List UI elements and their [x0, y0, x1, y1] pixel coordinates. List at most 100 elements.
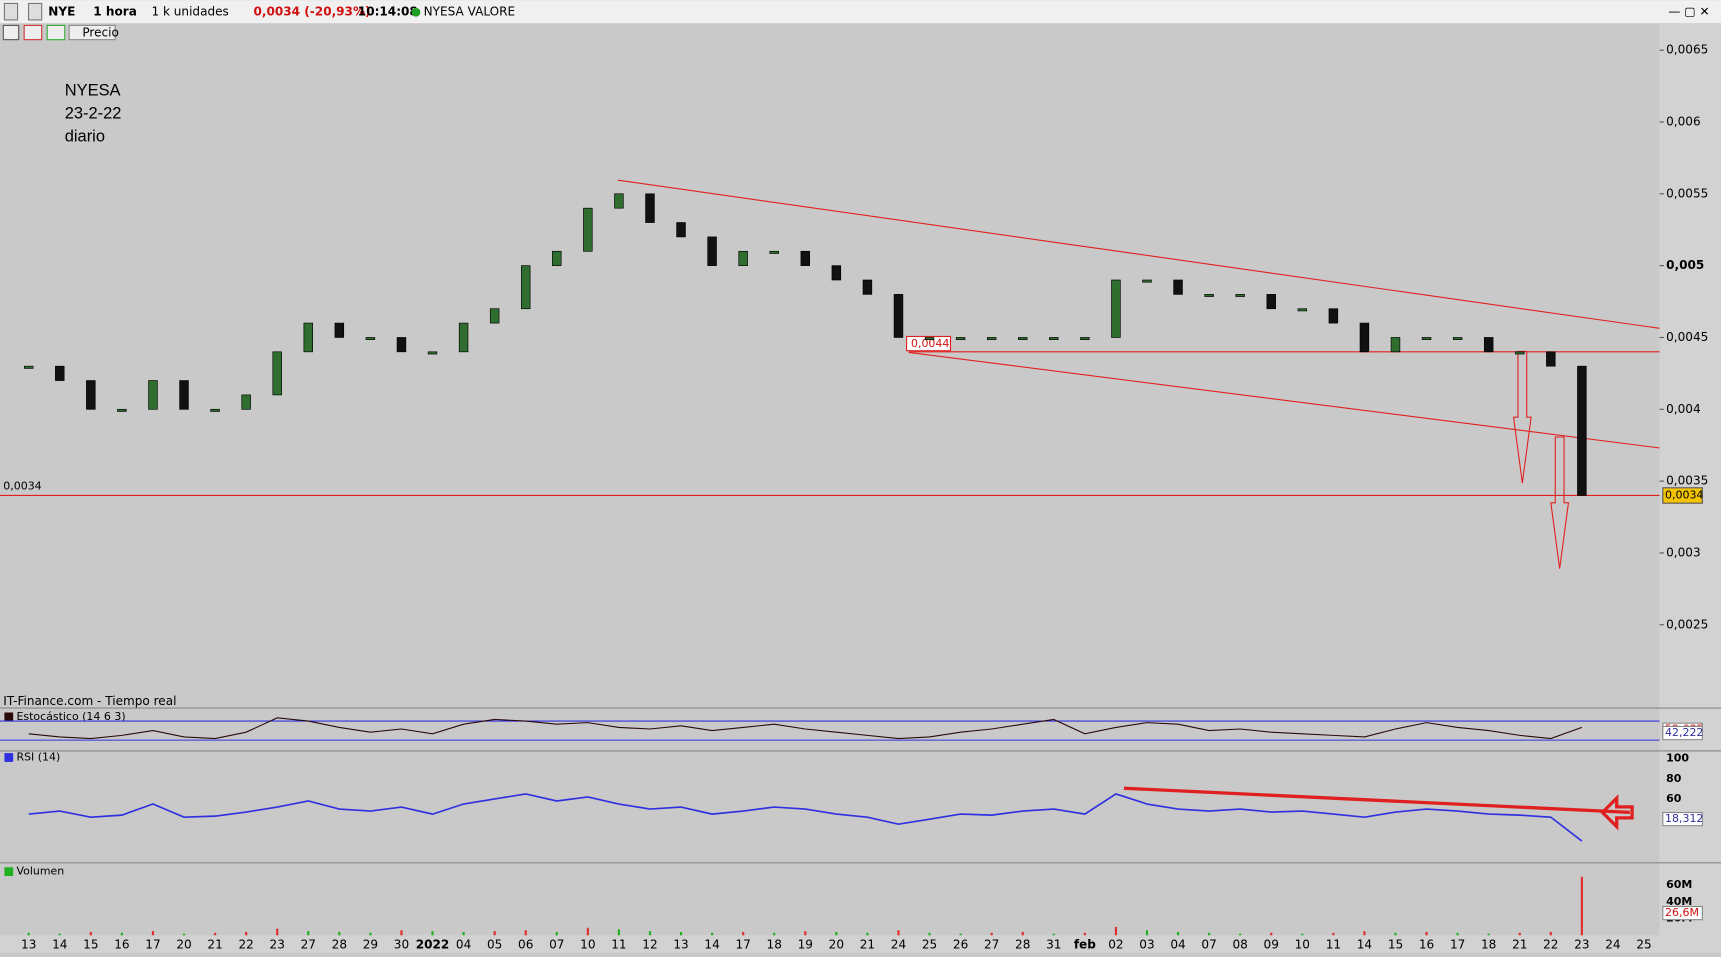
indicator-name: Estocástico (14 6 3): [16, 710, 125, 723]
annotation: 23-2-22: [65, 105, 122, 123]
price-bar: [272, 351, 282, 396]
indicator-line: [28, 717, 1583, 740]
export-button[interactable]: [46, 24, 66, 41]
volume-bar: [804, 931, 807, 936]
price-bar: [303, 322, 313, 353]
volume-bar: [120, 932, 123, 936]
volume-bar: [1549, 931, 1552, 936]
y-tick-label: 0,003: [1666, 545, 1701, 559]
x-tick-label: 11: [1326, 938, 1341, 952]
x-tick-label: 24: [891, 938, 906, 952]
volume-bar: [1425, 931, 1428, 936]
y-tick-label: 0,006: [1666, 114, 1701, 128]
price-bar: [645, 193, 655, 223]
volume-bar: [928, 932, 931, 936]
x-tick-label: 18: [767, 938, 782, 952]
price-bar: [738, 250, 748, 266]
indicator-swatch: [4, 712, 14, 722]
last-price-label: 0,0034: [1665, 488, 1703, 501]
price-bar: [1111, 279, 1121, 338]
interval-select[interactable]: 1 hora: [93, 5, 137, 19]
date-axis: [0, 935, 1660, 953]
price-bar: [23, 365, 34, 369]
volume-bar: [835, 931, 838, 936]
x-tick-label: 29: [363, 938, 378, 952]
indicator-tick-label: 40M: [1666, 895, 1692, 908]
volume-bar: [742, 931, 745, 936]
x-tick-label: 07: [549, 938, 564, 952]
x-tick-label: 25: [922, 938, 937, 952]
indicator-value-label: 26,6M: [1665, 906, 1699, 919]
volume-bar: [89, 931, 92, 936]
price-bar: [676, 222, 686, 238]
x-tick-label: 25: [1636, 938, 1651, 952]
volume-bar: [990, 932, 993, 936]
x-tick-label: 17: [145, 938, 160, 952]
remove-button[interactable]: [23, 24, 43, 41]
add-button[interactable]: [2, 24, 20, 41]
price-bar: [427, 351, 438, 355]
x-tick-label: 21: [860, 938, 875, 952]
volume-bar: [1580, 876, 1583, 936]
volume-bar: [213, 932, 217, 936]
x-tick-label: 14: [1357, 938, 1372, 952]
volume-bar: [897, 930, 900, 936]
price-bar: [489, 308, 500, 324]
price-bar: [1390, 337, 1401, 353]
indicator-tick-label: 80: [1666, 772, 1682, 785]
level-label: 0,0044: [911, 337, 949, 350]
volume-bar: [1052, 933, 1055, 936]
series-button[interactable]: [68, 24, 116, 41]
x-tick-label: 17: [1450, 938, 1465, 952]
x-tick-label: 05: [487, 938, 502, 952]
price-bar: [334, 322, 345, 338]
volume-bar: [1456, 932, 1459, 936]
price-bar: [1266, 294, 1276, 310]
annotation: diario: [65, 128, 105, 146]
price-bar: [769, 250, 779, 254]
price-bar: [707, 236, 717, 266]
symbol-select[interactable]: NYE: [48, 5, 75, 19]
volume-bar: [58, 933, 61, 936]
price-bar: [1359, 322, 1370, 353]
volume-bar: [1332, 932, 1335, 936]
units-select[interactable]: 1 k unidades: [151, 5, 228, 19]
price-bar: [800, 250, 811, 266]
x-tick-label: 10: [580, 938, 595, 952]
x-tick-label: 12: [642, 938, 657, 952]
price-bar: [1328, 308, 1339, 324]
x-tick-label: feb: [1074, 938, 1096, 952]
chart-type-button[interactable]: [3, 2, 19, 21]
series-label[interactable]: Precio: [82, 26, 119, 40]
down-arrow: [1550, 436, 1570, 569]
x-tick-label: 28: [1015, 938, 1030, 952]
price-bar: [179, 380, 189, 410]
indicator-tick-label: 60M: [1666, 878, 1692, 891]
last-price-box: [1662, 487, 1703, 504]
y-tick-label: 0,0025: [1666, 617, 1708, 631]
volume-bar: [462, 931, 465, 936]
x-tick-label: 17: [735, 938, 750, 952]
volume-bar: [27, 932, 30, 936]
x-tick-label: 14: [704, 938, 719, 952]
price-bar: [986, 337, 997, 340]
price-bar: [1515, 351, 1525, 355]
price-bar: [241, 394, 251, 410]
x-tick-label: 16: [114, 938, 129, 952]
x-tick-label: 13: [21, 938, 36, 952]
window-controls[interactable]: — ▢ ✕: [1668, 5, 1709, 19]
x-tick-label: 03: [1139, 938, 1154, 952]
price-bar: [614, 193, 624, 209]
volume-bar: [307, 931, 310, 936]
volume-bar: [182, 933, 186, 936]
y-tick-label: 0,0035: [1666, 474, 1708, 488]
x-tick-label: 13: [673, 938, 688, 952]
info-button[interactable]: [27, 2, 43, 21]
source: IT-Finance.com - Tiempo real: [3, 694, 176, 708]
x-tick-label: 31: [1046, 938, 1061, 952]
x-tick-label: 07: [1201, 938, 1216, 952]
x-tick-label: 09: [1264, 938, 1279, 952]
quote: 0,0034 (-20,93%): [254, 5, 371, 19]
volume-bar: [1021, 931, 1024, 936]
